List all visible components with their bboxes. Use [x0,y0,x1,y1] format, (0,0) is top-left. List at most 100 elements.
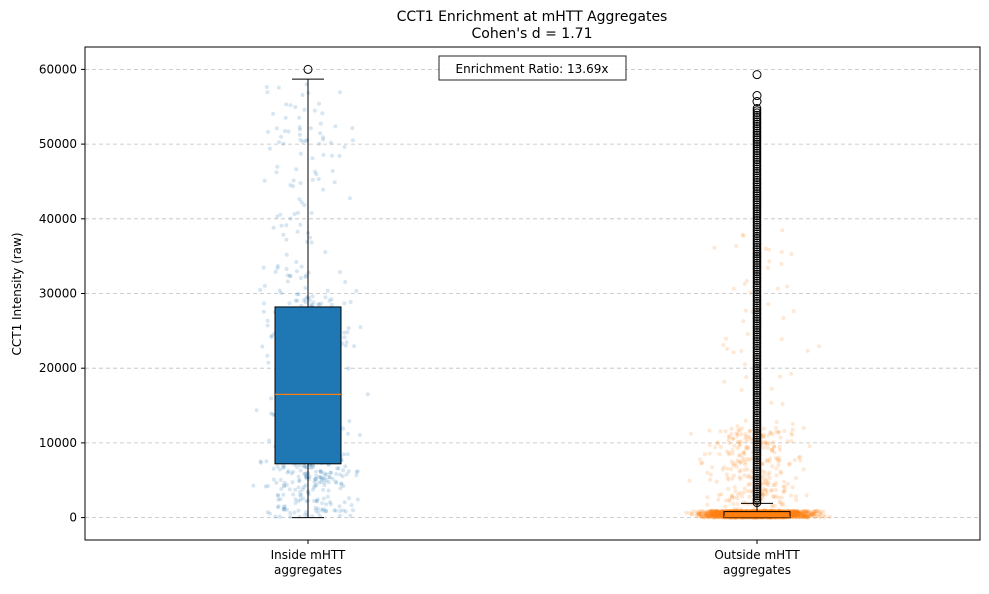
data-point [715,512,720,517]
data-point [734,244,739,248]
outlier [752,393,762,402]
data-point [357,433,362,437]
data-point [322,476,327,481]
data-point [740,456,745,460]
data-point [265,510,270,515]
data-point [747,428,752,433]
data-point [790,509,795,514]
data-point [766,433,771,438]
data-point [745,445,750,450]
data-point [338,486,343,491]
data-point [708,472,713,477]
data-point [694,513,699,518]
data-point [346,326,351,331]
outlier [752,462,762,472]
data-point [713,509,718,514]
data-point [713,513,718,518]
data-point [266,484,270,488]
data-point [735,446,740,451]
data-point [740,232,745,237]
data-point [711,510,716,515]
data-point [745,332,750,337]
data-point [793,511,798,516]
data-point [811,512,816,517]
data-point [302,107,307,112]
data-point [794,513,799,518]
data-point [316,480,321,485]
data-point [815,513,820,518]
data-point [337,270,342,275]
data-point [811,510,816,515]
data-point [282,484,287,489]
data-point [731,350,736,355]
data-point [778,447,783,452]
data-point [720,511,725,516]
data-point [737,469,742,474]
data-point [768,431,773,436]
data-point [799,513,804,518]
data-point [343,280,348,284]
data-point [790,511,795,516]
data-point [269,411,274,416]
data-point [742,450,747,455]
data-point [304,474,309,479]
data-point [342,500,347,505]
data-point [298,493,303,498]
box [274,306,342,465]
data-point [792,511,797,516]
data-point [699,515,704,519]
data-point [770,464,775,469]
data-point [278,477,283,482]
data-point [711,515,716,520]
data-point [333,124,338,129]
data-point [288,273,293,278]
data-point [798,509,803,514]
data-point [744,444,749,449]
data-point [711,513,716,518]
data-point [296,499,301,503]
data-point [709,511,714,516]
y-tick-label: 50000 [39,137,77,151]
data-point [716,511,721,516]
data-point [296,474,301,479]
data-point [719,511,724,516]
data-point [797,512,801,517]
data-point [705,509,710,514]
data-point [281,463,286,468]
data-point [773,488,778,492]
data-point [702,514,707,519]
data-point [271,466,276,471]
data-point [764,442,769,447]
data-point [318,470,323,474]
data-point [721,343,726,347]
outlier [752,381,762,391]
outlier [752,137,762,147]
data-point [350,138,355,143]
data-point [788,493,793,498]
data-point [791,512,796,517]
data-point [797,512,801,517]
data-point [713,509,718,514]
data-point [347,419,352,424]
data-point [770,447,775,452]
data-point [794,498,799,503]
outlier [752,404,762,413]
data-point [302,203,307,208]
outlier [752,328,762,337]
y-tick-label: 0 [69,511,77,525]
data-point [279,487,284,491]
data-point [345,330,350,335]
outlier [752,325,762,335]
data-point [760,491,765,496]
data-point [798,454,803,459]
data-point [790,513,795,518]
data-point [772,444,777,449]
data-point [715,514,720,519]
data-point [328,502,333,507]
data-point [716,512,721,516]
outlier [752,368,762,378]
data-point [725,466,730,471]
data-point [724,336,728,341]
outlier [752,153,762,162]
